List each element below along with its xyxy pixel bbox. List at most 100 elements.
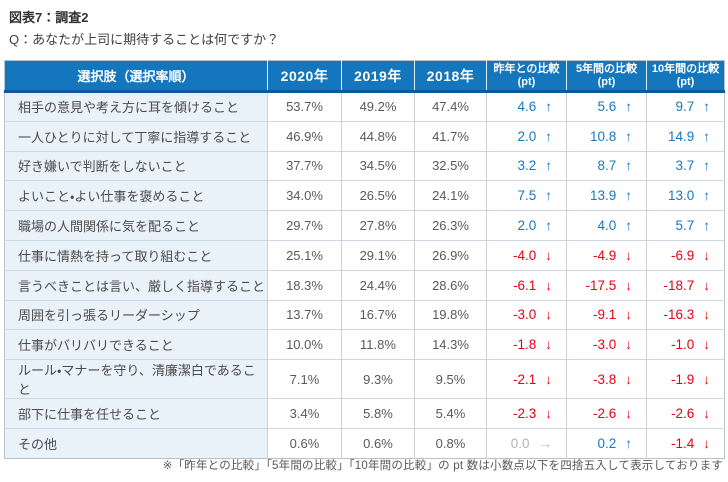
compare-value: -3.0 ↓ — [567, 337, 632, 352]
up-arrow-icon: ↑ — [625, 218, 632, 234]
compare-value: -6.1 ↓ — [487, 278, 552, 293]
down-arrow-icon: ↓ — [625, 247, 632, 263]
compare-cell: -3.0 ↓ — [486, 299, 567, 330]
results-table: 選択肢（選択率順） 2020年 2019年 2018年 昨年との比較 (pt) 5… — [4, 60, 725, 459]
percent-cell: 5.8% — [341, 398, 415, 429]
compare-number: -2.6 — [592, 406, 617, 422]
compare-cell: 4.6 ↑ — [486, 91, 567, 122]
compare-number: 9.7 — [675, 99, 695, 115]
compare-number: -1.8 — [512, 337, 537, 353]
down-arrow-icon: ↓ — [625, 337, 632, 353]
header-compare-label: 昨年との比較 — [493, 62, 560, 75]
compare-cell: 2.0 ↑ — [486, 120, 567, 152]
percent-cell: 26.5% — [341, 180, 415, 211]
down-arrow-icon: ↓ — [703, 371, 710, 387]
compare-cell: 13.0 ↑ — [646, 180, 725, 211]
percent-cell: 18.3% — [267, 269, 342, 301]
percent-cell: 19.8% — [414, 299, 487, 330]
choice-label-cell: ルール・マナーを守り、清廉潔白であること — [4, 359, 268, 399]
compare-value: 3.7 ↑ — [647, 158, 710, 173]
compare-cell: 10.8 ↑ — [566, 120, 647, 152]
compare-cell: -4.0 ↓ — [486, 239, 567, 271]
header-cell-year-2018: 2018年 — [414, 60, 487, 93]
choice-label-cell: 部下に仕事を任せること — [4, 398, 268, 429]
percent-cell: 49.2% — [341, 91, 415, 122]
table-row: 仕事に情熱を持って取り組むこと 25.1% 29.1% 26.9% -4.0 ↓ -4.9 ↓… — [4, 239, 725, 271]
percent-cell: 5.4% — [414, 398, 487, 429]
compare-number: -6.1 — [512, 277, 537, 293]
down-arrow-icon: ↓ — [545, 307, 552, 323]
compare-value: 5.6 ↑ — [567, 99, 632, 114]
down-arrow-icon: ↓ — [625, 406, 632, 422]
header-cell-year-2020: 2020年 — [267, 60, 342, 93]
percent-cell: 0.6% — [341, 427, 415, 459]
table-row: 周囲を引っ張るリーダーシップ 13.7% 16.7% 19.8% -3.0 ↓ -9.1 ↓ -… — [4, 299, 725, 330]
compare-value: 2.0 ↑ — [487, 129, 552, 144]
percent-cell: 26.3% — [414, 210, 487, 241]
compare-cell: -17.5 ↓ — [566, 269, 647, 301]
percent-cell: 28.6% — [414, 269, 487, 301]
up-arrow-icon: ↑ — [625, 158, 632, 174]
compare-value: 13.0 ↑ — [647, 188, 710, 203]
compare-number: -18.7 — [663, 277, 695, 293]
compare-value: -9.1 ↓ — [567, 307, 632, 322]
compare-number: 4.0 — [597, 218, 617, 234]
percent-cell: 32.5% — [414, 150, 487, 181]
compare-number: -2.6 — [670, 406, 695, 422]
down-arrow-icon: ↓ — [703, 337, 710, 353]
compare-number: -1.0 — [670, 337, 695, 353]
compare-number: 2.0 — [517, 218, 537, 234]
compare-cell: 9.7 ↑ — [646, 91, 725, 122]
compare-value: -3.8 ↓ — [567, 372, 632, 387]
compare-value: 10.8 ↑ — [567, 129, 632, 144]
percent-cell: 53.7% — [267, 91, 342, 122]
compare-value: 4.6 ↑ — [487, 99, 552, 114]
up-arrow-icon: ↑ — [545, 99, 552, 115]
down-arrow-icon: ↓ — [625, 371, 632, 387]
compare-cell: 7.5 ↑ — [486, 180, 567, 211]
compare-cell: -1.4 ↓ — [646, 427, 725, 459]
compare-value: -2.6 ↓ — [567, 406, 632, 421]
percent-cell: 14.3% — [414, 329, 487, 360]
up-arrow-icon: ↑ — [703, 128, 710, 144]
table-row: ルール・マナーを守り、清廉潔白であること 7.1% 9.3% 9.5% -2.1 ↓ -3.… — [4, 359, 725, 399]
down-arrow-icon: ↓ — [545, 247, 552, 263]
compare-number: -2.3 — [512, 406, 537, 422]
up-arrow-icon: ↑ — [625, 435, 632, 451]
choice-label-cell: 仕事に情熱を持って取り組むこと — [4, 239, 268, 271]
up-arrow-icon: ↑ — [545, 158, 552, 174]
compare-cell: 8.7 ↑ — [566, 150, 647, 181]
compare-cell: -6.9 ↓ — [646, 239, 725, 271]
table-row: その他 0.6% 0.6% 0.8% 0.0 → 0.2 ↑ -1.4 ↓ — [4, 427, 725, 459]
compare-number: 3.7 — [675, 158, 695, 174]
percent-cell: 11.8% — [341, 329, 415, 360]
compare-cell: 14.9 ↑ — [646, 120, 725, 152]
up-arrow-icon: ↑ — [703, 188, 710, 204]
compare-cell: 2.0 ↑ — [486, 210, 567, 241]
header-cell-year-2019: 2019年 — [341, 60, 415, 93]
table-row: 好き嫌いで判断をしないこと 37.7% 34.5% 32.5% 3.2 ↑ 8.7 ↑ 3.7 ↑ — [4, 150, 725, 181]
down-arrow-icon: ↓ — [545, 277, 552, 293]
compare-cell: -2.6 ↓ — [646, 398, 725, 429]
down-arrow-icon: ↓ — [545, 337, 552, 353]
percent-cell: 10.0% — [267, 329, 342, 360]
up-arrow-icon: ↑ — [545, 128, 552, 144]
compare-cell: -2.3 ↓ — [486, 398, 567, 429]
compare-value: 0.0 → — [487, 436, 552, 451]
compare-number: 0.0 — [510, 435, 530, 451]
percent-cell: 46.9% — [267, 120, 342, 152]
up-arrow-icon: ↑ — [703, 99, 710, 115]
percent-cell: 34.5% — [341, 150, 415, 181]
percent-cell: 26.9% — [414, 239, 487, 271]
up-arrow-icon: ↑ — [625, 188, 632, 204]
compare-value: 2.0 ↑ — [487, 218, 552, 233]
compare-number: -2.1 — [512, 371, 537, 387]
compare-value: 3.2 ↑ — [487, 158, 552, 173]
choice-label-cell: 職場の人間関係に気を配ること — [4, 210, 268, 241]
compare-number: 10.8 — [589, 128, 617, 144]
figure-title: 図表7：調査2 — [9, 10, 89, 25]
header-cell-compare-5year: 5年間の比較 (pt) — [566, 60, 647, 93]
compare-value: -1.0 ↓ — [647, 337, 710, 352]
compare-cell: -1.0 ↓ — [646, 329, 725, 360]
